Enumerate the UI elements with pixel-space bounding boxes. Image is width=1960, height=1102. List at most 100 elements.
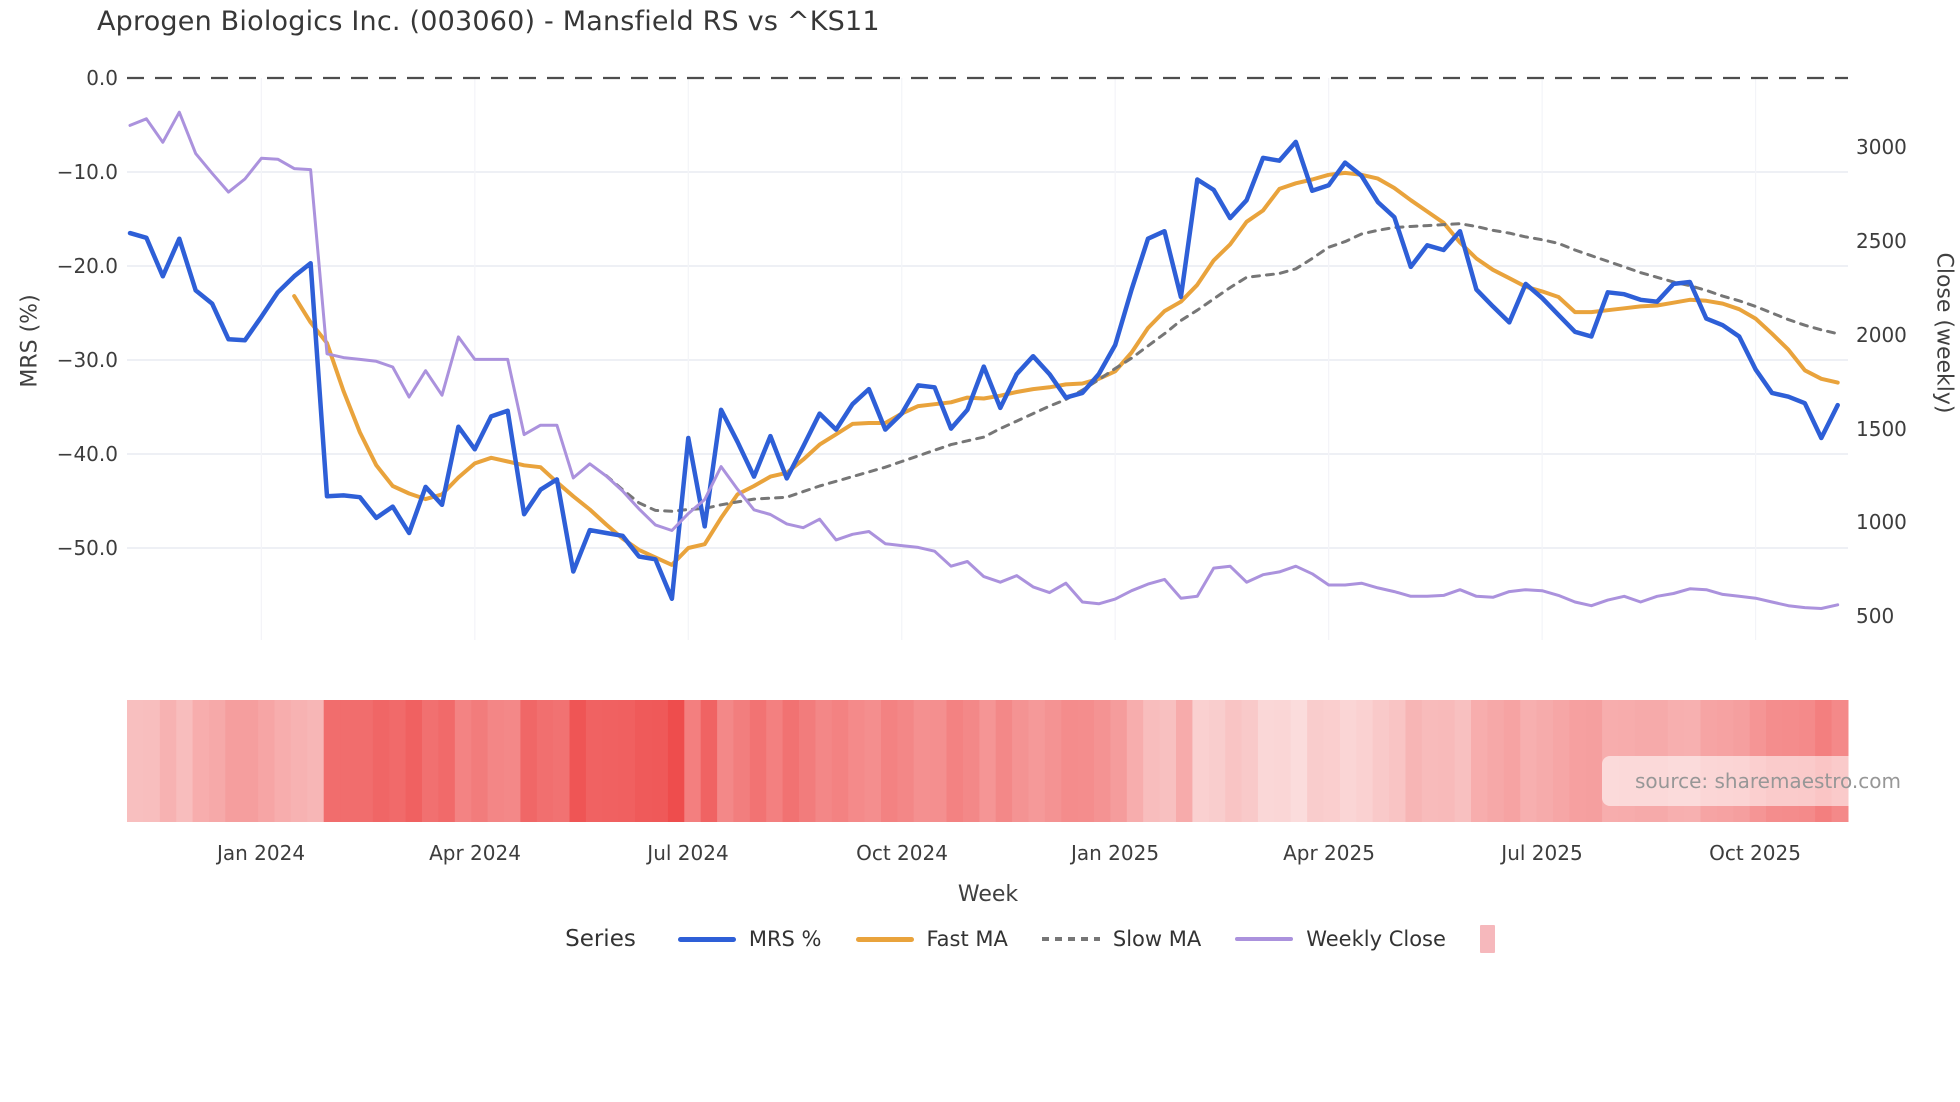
heatmap-cell bbox=[1126, 700, 1144, 822]
heatmap-cell bbox=[127, 700, 144, 822]
heatmap-cell bbox=[1487, 700, 1505, 822]
x-tick-apr-2025: Apr 2025 bbox=[1283, 841, 1375, 865]
heatmap-cell bbox=[667, 700, 685, 822]
heatmap-cell bbox=[520, 700, 538, 822]
heatmap-cell bbox=[684, 700, 702, 822]
heatmap-cell bbox=[799, 700, 816, 822]
heatmap-cell bbox=[1274, 700, 1292, 822]
heatmap-cell bbox=[618, 700, 636, 822]
heatmap-cell bbox=[1159, 700, 1177, 822]
heatmap-cell bbox=[1225, 700, 1243, 822]
heatmap-cell bbox=[1471, 700, 1488, 822]
legend-item-mrs: MRS % bbox=[677, 927, 822, 951]
heatmap-cell bbox=[405, 700, 423, 822]
x-tick-oct-2024: Oct 2024 bbox=[856, 841, 948, 865]
heatmap-cell bbox=[372, 700, 390, 822]
y-right-tick-1000: 1000 bbox=[1856, 510, 1907, 534]
heatmap-cell bbox=[782, 700, 800, 822]
x-tick-jan-2025: Jan 2025 bbox=[1070, 841, 1160, 865]
heatmap-cell bbox=[487, 700, 505, 822]
heatmap-cell bbox=[1012, 700, 1029, 822]
heatmap-cell bbox=[1356, 700, 1374, 822]
heatmap-cell bbox=[323, 700, 341, 822]
heatmap-cell bbox=[1044, 700, 1062, 822]
x-tick-jul-2024: Jul 2024 bbox=[647, 841, 729, 865]
heatmap-cell bbox=[1536, 700, 1554, 822]
heatmap-cell bbox=[225, 700, 243, 822]
heatmap-cell bbox=[1405, 700, 1423, 822]
source-watermark-text: source: sharemaestro.com bbox=[1635, 769, 1901, 793]
heatmap-cell bbox=[831, 700, 849, 822]
heatmap-cell bbox=[1569, 700, 1587, 822]
x-tick-jan-2024: Jan 2024 bbox=[216, 841, 306, 865]
heatmap-cell bbox=[635, 700, 652, 822]
legend-item-slow-ma-label: Slow MA bbox=[1112, 927, 1202, 951]
heatmap-cell bbox=[1143, 700, 1161, 822]
heatmap-cell bbox=[1585, 700, 1603, 822]
heatmap-cell bbox=[1553, 700, 1570, 822]
heatmap-cell bbox=[1241, 700, 1259, 822]
heatmap-cell bbox=[1372, 700, 1390, 822]
heatmap-cell bbox=[1077, 700, 1095, 822]
series-line-mrs- bbox=[127, 139, 1840, 602]
heatmap-cell bbox=[504, 700, 521, 822]
series-line-slow-ma bbox=[604, 222, 1840, 513]
heatmap-cell bbox=[569, 700, 587, 822]
source-watermark: source: sharemaestro.com bbox=[1602, 756, 1934, 806]
heatmap-cell bbox=[733, 700, 751, 822]
heatmap-cell bbox=[1028, 700, 1046, 822]
heatmap-cell bbox=[1520, 700, 1538, 822]
legend-item-slow-ma: Slow MA bbox=[1041, 927, 1202, 951]
heatmap-cell bbox=[553, 700, 571, 822]
heatmap-cell bbox=[602, 700, 620, 822]
heatmap-cell bbox=[1389, 700, 1406, 822]
heatmap-cell bbox=[438, 700, 456, 822]
y-right-tick-3000: 3000 bbox=[1856, 135, 1907, 159]
heatmap-cell bbox=[585, 700, 603, 822]
legend: Series MRS % Fast MA Slow MA Weekly Clos… bbox=[130, 920, 1930, 958]
y-left-tick-50: −50.0 bbox=[56, 536, 118, 560]
y-left-tick-40: −40.0 bbox=[56, 442, 118, 466]
heatmap-cell bbox=[422, 700, 439, 822]
heatmap-cell bbox=[176, 700, 194, 822]
heatmap-cell bbox=[1290, 700, 1308, 822]
legend-item-fast-ma: Fast MA bbox=[855, 927, 1008, 951]
heatmap-cell bbox=[274, 700, 292, 822]
x-tick-apr-2024: Apr 2024 bbox=[429, 841, 521, 865]
heatmap-cell bbox=[864, 700, 882, 822]
heatmap-cell bbox=[536, 700, 554, 822]
legend-item-fast-ma-label: Fast MA bbox=[926, 927, 1008, 951]
series-line-weekly-close bbox=[128, 110, 1840, 610]
chart-title: Aprogen Biologics Inc. (003060) - Mansfi… bbox=[97, 6, 880, 37]
heatmap-cell bbox=[1339, 700, 1357, 822]
heatmap-cell bbox=[290, 700, 308, 822]
heatmap-cell bbox=[930, 700, 947, 822]
heatmap-cell bbox=[143, 700, 161, 822]
heatmap-cell bbox=[651, 700, 669, 822]
heatmap-swatch-icon bbox=[1479, 925, 1495, 953]
heatmap-cell bbox=[1192, 700, 1210, 822]
heatmap-cell bbox=[700, 700, 718, 822]
legend-item-heatmap bbox=[1479, 925, 1495, 953]
heatmap-cell bbox=[1094, 700, 1111, 822]
mrs-line-swatch-icon bbox=[677, 936, 736, 942]
heatmap-cell bbox=[946, 700, 964, 822]
heatmap-cell bbox=[258, 700, 275, 822]
y-left-tick-10: −10.0 bbox=[56, 160, 118, 184]
x-axis-label: Week bbox=[957, 882, 1019, 907]
y-right-tick-1500: 1500 bbox=[1856, 417, 1907, 441]
series-line-fast-ma bbox=[292, 170, 1840, 567]
heatmap-cell bbox=[848, 700, 866, 822]
fast-ma-line-swatch-icon bbox=[855, 936, 914, 942]
heatmap-cell bbox=[897, 700, 915, 822]
heatmap-cell bbox=[307, 700, 325, 822]
slow-ma-dotted-swatch-icon bbox=[1041, 937, 1100, 941]
heatmap-cell bbox=[389, 700, 407, 822]
y-right-tick-2500: 2500 bbox=[1856, 229, 1907, 253]
heatmap-cell bbox=[1323, 700, 1341, 822]
heatmap-cell bbox=[1061, 700, 1079, 822]
heatmap-cell bbox=[1257, 700, 1275, 822]
heatmap-cell bbox=[192, 700, 210, 822]
legend-item-mrs-label: MRS % bbox=[748, 927, 822, 951]
